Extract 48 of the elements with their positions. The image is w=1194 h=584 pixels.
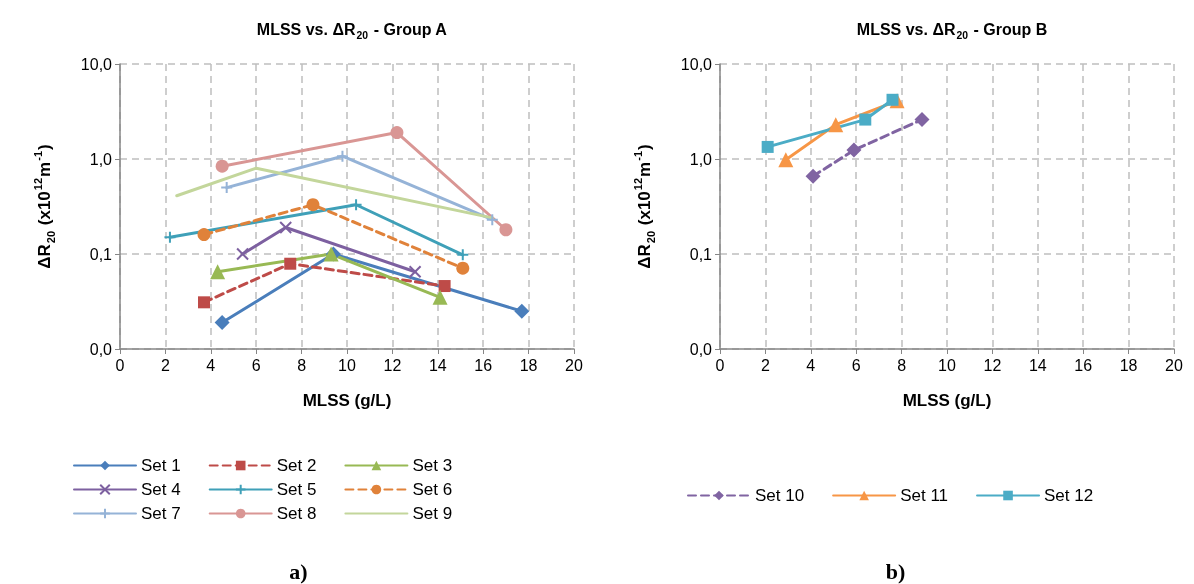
x-tick-label: 16 (474, 356, 493, 374)
x-tick-label: 20 (1165, 356, 1183, 374)
x-tick-label: 14 (1028, 356, 1047, 374)
x-tick-label: 10 (938, 356, 956, 374)
x-axis-title: MLSS (g/L) (902, 391, 992, 411)
y-tick-label: 10,0 (80, 55, 113, 73)
x-tick-label: 18 (519, 356, 538, 374)
text: b) (885, 558, 906, 584)
x-tick-label: 2 (760, 356, 770, 374)
legend-label: Set 7 (141, 504, 181, 523)
y-tick-label: 0,1 (689, 245, 713, 263)
text: a) (289, 558, 308, 584)
y-axis-title: ΔR20 (x1012m-1) (632, 144, 657, 269)
x-tick-label: 0 (115, 356, 125, 374)
legend-label: Set 11 (900, 486, 949, 505)
legend-label: Set 10 (755, 486, 805, 505)
x-tick-label: 4 (206, 356, 216, 374)
x-tick-label: 20 (565, 356, 583, 374)
y-tick-label: 1,0 (689, 150, 713, 168)
y-tick-label: 1,0 (89, 150, 113, 168)
legend-label: Set 12 (1044, 486, 1094, 505)
legend-label: Set 4 (141, 480, 181, 499)
legend-label: Set 2 (276, 456, 317, 475)
x-tick-label: 12 (383, 356, 402, 374)
x-tick-label: 14 (428, 356, 447, 374)
x-tick-label: 6 (251, 356, 261, 374)
x-tick-label: 6 (851, 356, 861, 374)
legend-label: Set 9 (412, 504, 453, 523)
x-tick-label: 10 (338, 356, 356, 374)
x-tick-label: 0 (715, 356, 725, 374)
legend-label: Set 8 (276, 504, 317, 523)
y-tick-label: 0,1 (89, 245, 113, 263)
y-tick-label: 10,0 (680, 55, 713, 73)
legend-label: Set 6 (412, 480, 453, 499)
x-tick-label: 4 (806, 356, 816, 374)
legend-label: Set 3 (412, 456, 453, 475)
x-tick-label: 18 (1119, 356, 1138, 374)
x-tick-label: 2 (160, 356, 170, 374)
y-axis-title: ΔR20 (x1012m-1) (32, 144, 57, 269)
x-tick-label: 12 (983, 356, 1002, 374)
legend-label: Set 1 (141, 456, 181, 475)
x-tick-label: 8 (297, 356, 307, 374)
legend-label: Set 5 (276, 480, 317, 499)
x-axis-title: MLSS (g/L) (302, 391, 392, 411)
x-tick-label: 8 (897, 356, 907, 374)
x-tick-label: 16 (1074, 356, 1093, 374)
y-tick-label: 0,0 (689, 340, 713, 358)
y-tick-label: 0,0 (89, 340, 113, 358)
